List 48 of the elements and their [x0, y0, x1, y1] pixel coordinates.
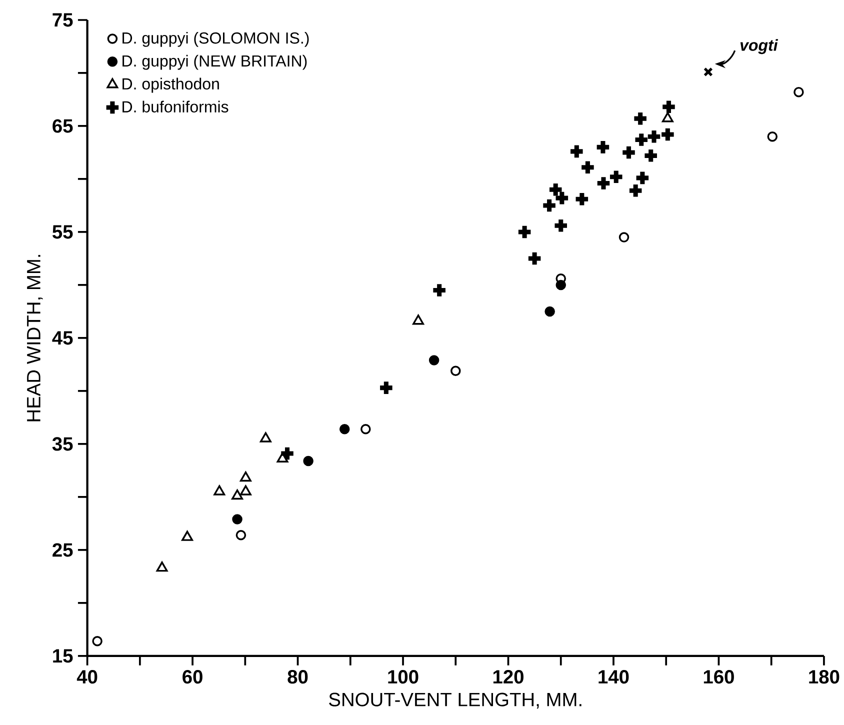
point	[516, 224, 533, 240]
point	[232, 489, 243, 500]
point	[618, 232, 630, 242]
annotation: vogti	[740, 39, 778, 54]
x-tick-label: 120	[493, 670, 524, 684]
x-tick-label: 80	[288, 670, 308, 684]
point	[412, 314, 424, 325]
x-tick-label: 100	[388, 670, 418, 684]
point	[232, 514, 242, 524]
legend-label: D. guppyi (SOLOMON IS.)	[122, 32, 309, 47]
point	[156, 562, 168, 572]
y-tick-label: 75	[52, 13, 73, 27]
point	[236, 530, 246, 540]
y-tick-label: 35	[52, 437, 73, 451]
x-tick-label: 40	[76, 670, 98, 684]
legend-label: D. opisthodon	[122, 78, 219, 93]
legend-label: D. bufoniformis	[122, 100, 228, 112]
point	[360, 424, 371, 434]
point	[303, 456, 314, 466]
x-axis-title: SNOUT-VENT LENGTH, MM.	[329, 692, 582, 709]
point	[240, 485, 252, 496]
point	[767, 131, 778, 142]
point	[703, 67, 713, 77]
y-tick-label: 25	[52, 543, 73, 557]
y-tick-label: 55	[52, 225, 73, 239]
y-tick-label: 45	[52, 331, 73, 345]
point	[634, 170, 651, 186]
y-tick-label: 15	[53, 649, 73, 663]
x-tick-label: 160	[704, 670, 734, 684]
x-tick-label: 60	[182, 670, 202, 684]
x-tick-label: 140	[598, 670, 629, 684]
point	[450, 366, 461, 376]
point	[794, 86, 804, 98]
legend-label: D. guppyi (NEW BRITAIN)	[122, 54, 307, 70]
point	[92, 636, 102, 646]
y-axis-title: HEAD WIDTH, MM.	[27, 254, 43, 422]
point	[182, 530, 193, 541]
point	[260, 432, 272, 442]
point	[339, 424, 350, 434]
point	[556, 280, 566, 290]
point	[428, 355, 440, 366]
point	[662, 112, 674, 122]
point	[240, 471, 252, 482]
x-tick-label: 180	[809, 670, 840, 684]
point	[526, 250, 543, 267]
point	[544, 306, 555, 317]
y-tick-label: 65	[52, 119, 73, 133]
point	[214, 485, 226, 496]
